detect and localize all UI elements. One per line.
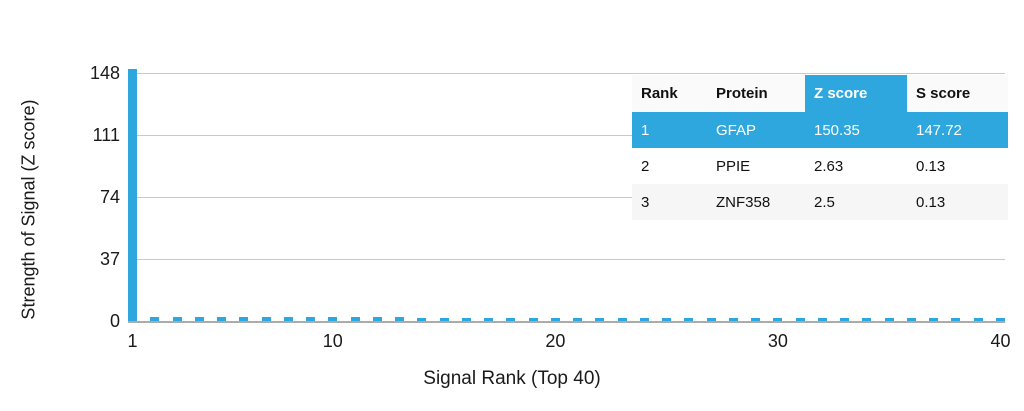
header-s-score: S score — [907, 75, 1008, 112]
bar-rank-30 — [773, 318, 783, 321]
bar-rank-6 — [239, 317, 249, 321]
bar-rank-13 — [395, 317, 405, 321]
gridline — [128, 135, 1005, 136]
cell-s-score: 147.72 — [907, 112, 1008, 148]
header-rank: Rank — [632, 75, 707, 112]
bar-rank-24 — [639, 317, 649, 321]
bar-rank-26 — [684, 317, 694, 321]
bar-rank-8 — [283, 317, 293, 321]
table-row: 1 GFAP 150.35 147.72 — [632, 112, 1008, 148]
y-tick-label: 74 — [99, 187, 120, 207]
gridline — [128, 259, 1005, 260]
header-z-score: Z score — [805, 75, 907, 112]
bar-rank-2 — [150, 316, 160, 321]
y-tick-label: 111 — [92, 125, 120, 145]
bar-rank-31 — [795, 318, 805, 321]
bar-rank-29 — [751, 318, 761, 321]
bar-rank-4 — [194, 316, 204, 321]
cell-z-score: 2.63 — [805, 148, 907, 184]
bar-rank-10 — [328, 317, 338, 321]
bar-rank-40 — [996, 318, 1005, 321]
header-protein: Protein — [707, 75, 805, 112]
bar-rank-12 — [372, 317, 382, 321]
bar-rank-5 — [217, 316, 227, 321]
bar-rank-1 — [128, 69, 137, 321]
bar-rank-7 — [261, 317, 271, 321]
gridline — [128, 73, 1005, 74]
y-tick-label: 148 — [89, 63, 120, 83]
x-tick-label: 30 — [767, 331, 788, 351]
table-row: 3 ZNF358 2.5 0.13 — [632, 184, 1008, 220]
cell-z-score: 2.5 — [805, 184, 907, 220]
bar-rank-34 — [862, 318, 872, 321]
x-axis-title: Signal Rank (Top 40) — [423, 368, 601, 389]
bar-rank-3 — [172, 316, 182, 321]
bar-rank-17 — [484, 317, 494, 321]
y-tick-label: 37 — [99, 249, 120, 269]
bar-rank-35 — [884, 318, 894, 321]
plot-area — [128, 69, 1005, 323]
cell-protein: ZNF358 — [707, 184, 805, 220]
cell-rank: 2 — [632, 148, 707, 184]
bar-rank-28 — [728, 318, 738, 321]
table-header-row: Rank Protein Z score S score — [632, 75, 1008, 112]
bar-rank-11 — [350, 317, 360, 321]
bar-rank-23 — [617, 317, 627, 321]
bar-rank-18 — [506, 317, 516, 321]
cell-protein: PPIE — [707, 148, 805, 184]
cell-rank: 3 — [632, 184, 707, 220]
bar-rank-15 — [439, 317, 449, 321]
y-axis-title: Strength of Signal (Z score) — [18, 99, 39, 320]
bar-rank-25 — [662, 317, 672, 321]
cell-s-score: 0.13 — [907, 148, 1008, 184]
bar-rank-39 — [973, 318, 983, 321]
x-tick-label: 40 — [990, 331, 1011, 351]
bar-rank-27 — [706, 317, 716, 321]
protein-score-table: Rank Protein Z score S score 1 GFAP 150.… — [632, 75, 1008, 220]
bar-rank-22 — [595, 317, 605, 321]
x-tick-label: 20 — [545, 331, 566, 351]
table-row: 2 PPIE 2.63 0.13 — [632, 148, 1008, 184]
bar-rank-38 — [951, 318, 961, 321]
bar-rank-16 — [461, 317, 471, 321]
cell-z-score: 150.35 — [805, 112, 907, 148]
bar-rank-14 — [417, 317, 427, 321]
bar-rank-21 — [573, 317, 583, 321]
bar-rank-20 — [550, 317, 560, 321]
bar-rank-19 — [528, 317, 538, 321]
gridline — [128, 197, 1005, 198]
y-tick-label: 0 — [109, 311, 120, 331]
cell-s-score: 0.13 — [907, 184, 1008, 220]
bar-rank-33 — [840, 318, 850, 321]
bar-rank-37 — [929, 318, 939, 321]
bar-rank-32 — [817, 318, 827, 321]
bar-rank-9 — [306, 317, 316, 321]
cell-rank: 1 — [632, 112, 707, 148]
bar-rank-36 — [906, 318, 916, 321]
x-tick-label: 1 — [127, 331, 138, 351]
cell-protein: GFAP — [707, 112, 805, 148]
x-tick-label: 10 — [322, 331, 343, 351]
